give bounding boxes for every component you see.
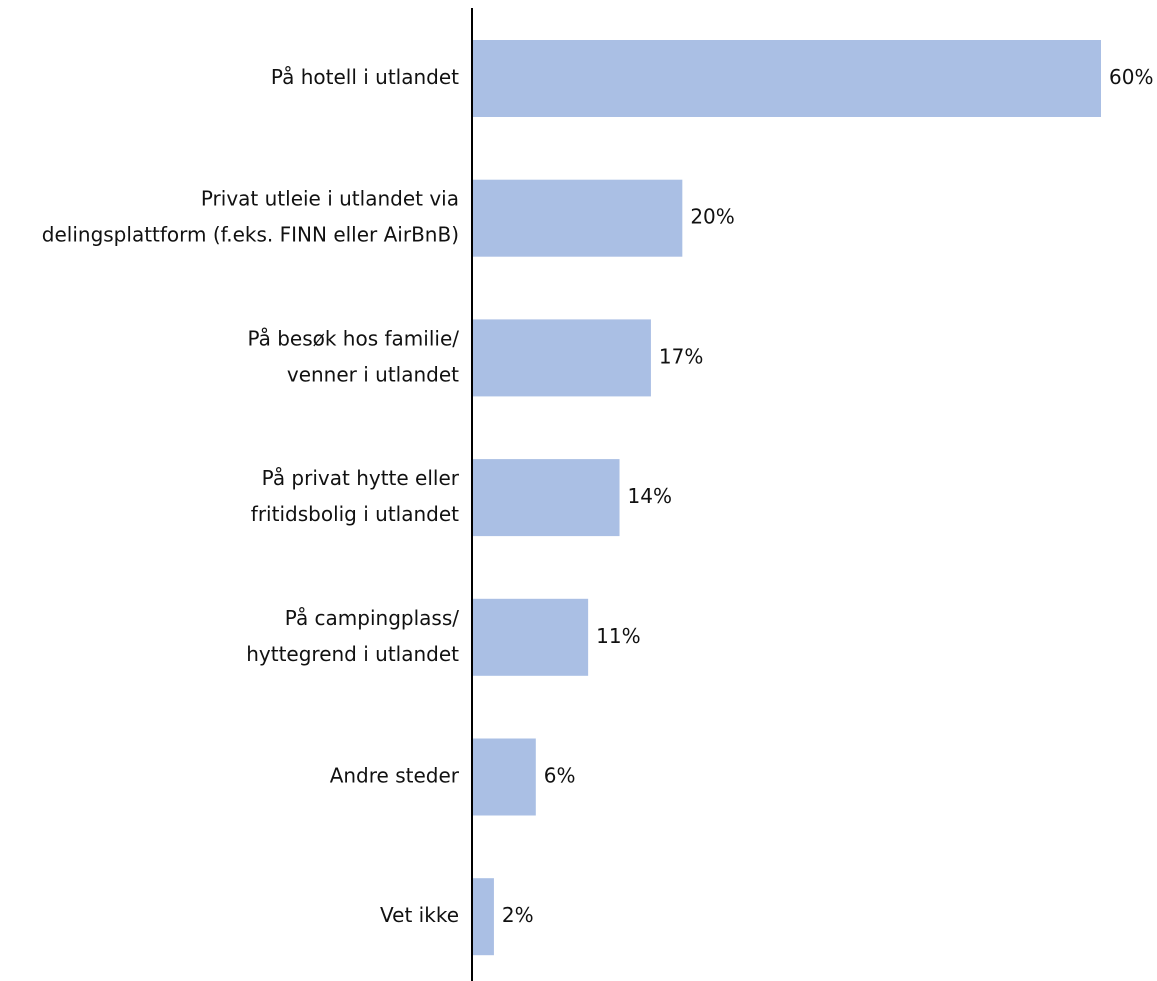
category-label: På besøk hos familie/venner i utlandet <box>247 326 459 386</box>
category-label: På hotell i utlandet <box>271 65 459 89</box>
category-label-line: Vet ikke <box>380 903 459 927</box>
category-label-line: På besøk hos familie/ <box>247 326 459 350</box>
category-label-line: fritidsbolig i utlandet <box>251 502 459 526</box>
bar <box>473 459 620 537</box>
category-labels-group: På hotell i utlandet Privat utleie i utla… <box>42 65 460 927</box>
bar <box>473 878 494 956</box>
value-label: 6% <box>544 764 576 788</box>
bars-group <box>473 40 1101 956</box>
value-label: 60% <box>1109 65 1153 89</box>
category-label: Privat utleie i utlandet via delingsplatt… <box>42 187 459 247</box>
category-label: På campingplass/hyttegrend i utlandet <box>246 606 459 666</box>
category-label: Andre steder <box>330 764 460 788</box>
category-label: På privat hytte eller fritidsbolig i utla… <box>251 466 460 526</box>
bar <box>473 179 683 257</box>
value-label: 17% <box>659 344 703 368</box>
value-labels-group: 60% 20% 17% 14% 11% 6% 2% <box>502 65 1154 927</box>
category-label-line: Privat utleie i utlandet via <box>201 187 459 211</box>
bar <box>473 319 651 397</box>
category-label: Vet ikke <box>380 903 459 927</box>
value-label: 11% <box>596 624 640 648</box>
category-label-line: venner i utlandet <box>287 362 459 386</box>
category-label-line: Andre steder <box>330 764 460 788</box>
bar <box>473 598 589 676</box>
category-label-line: På privat hytte eller <box>262 466 460 490</box>
value-label: 2% <box>502 903 534 927</box>
category-label-line: delingsplattform (f.eks. FINN eller AirB… <box>42 223 459 247</box>
category-label-line: På hotell i utlandet <box>271 65 459 89</box>
category-label-line: hyttegrend i utlandet <box>246 642 459 666</box>
bar <box>473 738 536 816</box>
category-label-line: På campingplass/ <box>285 606 459 630</box>
value-label: 20% <box>690 205 734 229</box>
value-label: 14% <box>628 484 672 508</box>
bar <box>473 40 1101 117</box>
